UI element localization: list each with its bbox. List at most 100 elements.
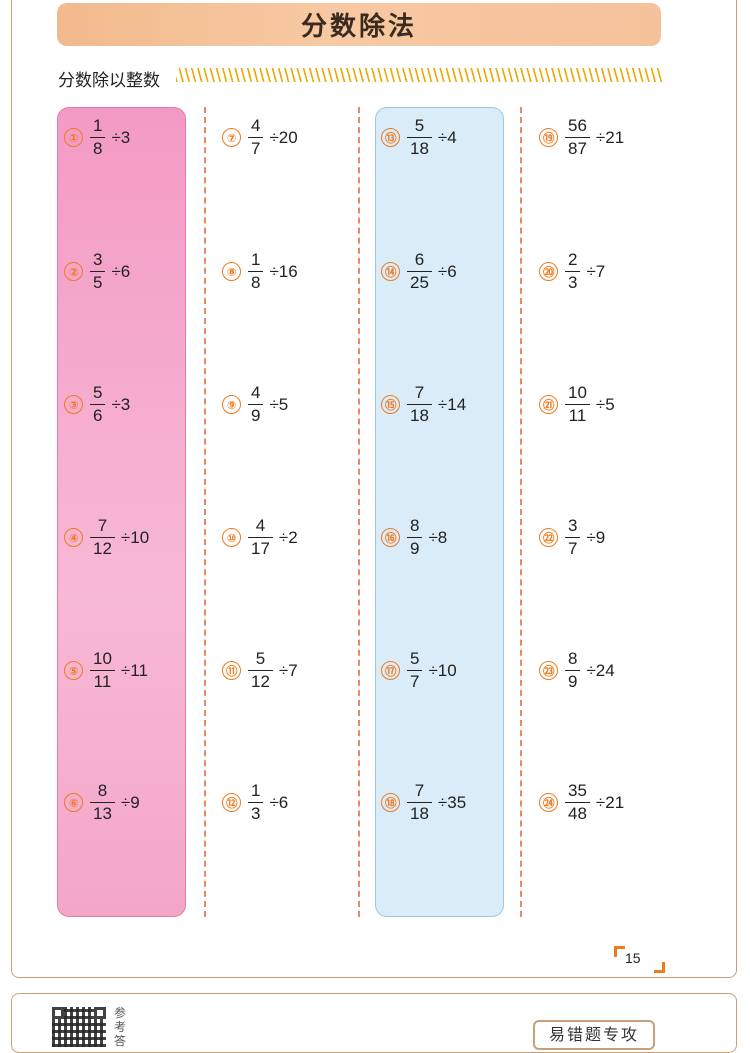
fraction-bar — [90, 271, 106, 273]
problem-number: ⑪ — [222, 661, 241, 681]
problem-item: ⑮ 7 18 ÷14 — [381, 383, 466, 426]
numerator: 8 — [410, 516, 420, 535]
fraction: 6 25 — [407, 250, 432, 293]
problem-number: ⑯ — [381, 528, 400, 548]
divisor: ÷24 — [586, 660, 615, 680]
divisor: ÷10 — [120, 527, 150, 547]
denominator: 7 — [568, 539, 578, 559]
divisor: ÷11 — [120, 660, 148, 680]
fraction-bar — [248, 404, 264, 406]
numerator: 5 — [93, 383, 103, 402]
problem-item: ⑫ 1 3 ÷6 — [222, 781, 288, 824]
denominator: 11 — [568, 406, 587, 426]
title-banner: 分数除法 — [57, 3, 661, 46]
numerator: 7 — [414, 781, 425, 800]
divisor: ÷3 — [111, 394, 131, 414]
numerator: 2 — [568, 250, 578, 269]
divisor: ÷14 — [437, 394, 467, 414]
divisor: ÷6 — [111, 261, 131, 281]
denominator: 25 — [410, 273, 429, 293]
fraction-bar — [407, 137, 432, 139]
problem-item: ③ 5 6 ÷3 — [64, 383, 130, 426]
fraction-bar — [248, 670, 273, 672]
numerator: 8 — [568, 649, 578, 668]
denominator: 13 — [93, 804, 112, 824]
problem-item: ⑩ 4 17 ÷2 — [222, 516, 298, 559]
problem-number: ⑩ — [222, 528, 241, 548]
divisor: ÷5 — [269, 394, 289, 414]
numerator: 10 — [93, 649, 112, 668]
fraction: 10 11 — [90, 649, 115, 692]
problem-item: ⑧ 1 8 ÷16 — [222, 250, 298, 293]
page-number: 15 — [625, 950, 641, 966]
problem-item: ① 1 8 ÷3 — [64, 116, 130, 159]
fraction-bar — [407, 404, 432, 406]
problem-number: ⑳ — [539, 262, 558, 282]
fraction: 4 17 — [248, 516, 273, 559]
problem-number: ⑭ — [381, 262, 400, 282]
problem-item: ⑦ 4 7 ÷20 — [222, 116, 298, 159]
divisor: ÷35 — [437, 792, 467, 812]
divisor: ÷7 — [278, 660, 298, 680]
divisor: ÷2 — [278, 527, 298, 547]
problem-item: ㉑ 10 11 ÷5 — [539, 383, 615, 426]
numerator: 1 — [251, 250, 261, 269]
fraction: 10 11 — [565, 383, 590, 426]
section-subtitle: 分数除以整数 — [58, 71, 160, 91]
numerator: 4 — [255, 516, 266, 535]
fraction-bar — [407, 537, 423, 539]
divisor: ÷6 — [437, 261, 457, 281]
column-divider — [358, 107, 360, 917]
denominator: 12 — [251, 672, 270, 692]
denominator: 18 — [410, 139, 429, 159]
fraction-bar — [90, 670, 115, 672]
problem-item: ⑰ 5 7 ÷10 — [381, 649, 457, 692]
problem-item: ㉔ 35 48 ÷21 — [539, 781, 624, 824]
fraction: 7 18 — [407, 383, 432, 426]
numerator: 5 — [255, 649, 266, 668]
divisor: ÷20 — [269, 127, 298, 147]
problem-number: ㉒ — [539, 528, 558, 548]
divisor: ÷8 — [428, 527, 448, 547]
problem-item: ⑥ 8 13 ÷9 — [64, 781, 140, 824]
problem-item: ㉓ 8 9 ÷24 — [539, 649, 615, 692]
fraction: 5 12 — [248, 649, 273, 692]
numerator: 7 — [97, 516, 108, 535]
problem-item: ⑬ 5 18 ÷4 — [381, 116, 457, 159]
denominator: 3 — [251, 804, 261, 824]
denominator: 9 — [410, 539, 420, 559]
answer-label: 参考答 — [114, 1006, 127, 1048]
denominator: 17 — [251, 539, 270, 559]
problem-number: ⑰ — [381, 661, 400, 681]
denominator: 8 — [93, 139, 103, 159]
numerator: 5 — [414, 116, 425, 135]
problem-number: ⑲ — [539, 128, 558, 148]
highlight-column-blue — [375, 107, 504, 917]
divisor: ÷6 — [269, 792, 289, 812]
problem-number: ⑫ — [222, 793, 241, 813]
denominator: 6 — [93, 406, 103, 426]
problem-item: ⑪ 5 12 ÷7 — [222, 649, 298, 692]
fraction-bar — [565, 670, 581, 672]
divisor: ÷5 — [595, 394, 615, 414]
divisor: ÷3 — [111, 127, 131, 147]
fraction-bar — [565, 802, 590, 804]
fraction: 5 18 — [407, 116, 432, 159]
problem-item: ⑳ 2 3 ÷7 — [539, 250, 605, 293]
fraction: 35 48 — [565, 781, 590, 824]
problem-item: ⑯ 8 9 ÷8 — [381, 516, 447, 559]
divisor: ÷10 — [428, 660, 457, 680]
denominator: 18 — [410, 804, 429, 824]
divisor: ÷9 — [120, 792, 140, 812]
problem-item: ⑭ 6 25 ÷6 — [381, 250, 457, 293]
problem-item: ⑨ 4 9 ÷5 — [222, 383, 288, 426]
qr-code-icon — [52, 1007, 106, 1047]
fraction-bar — [565, 404, 590, 406]
denominator: 48 — [568, 804, 587, 824]
denominator: 9 — [251, 406, 261, 426]
